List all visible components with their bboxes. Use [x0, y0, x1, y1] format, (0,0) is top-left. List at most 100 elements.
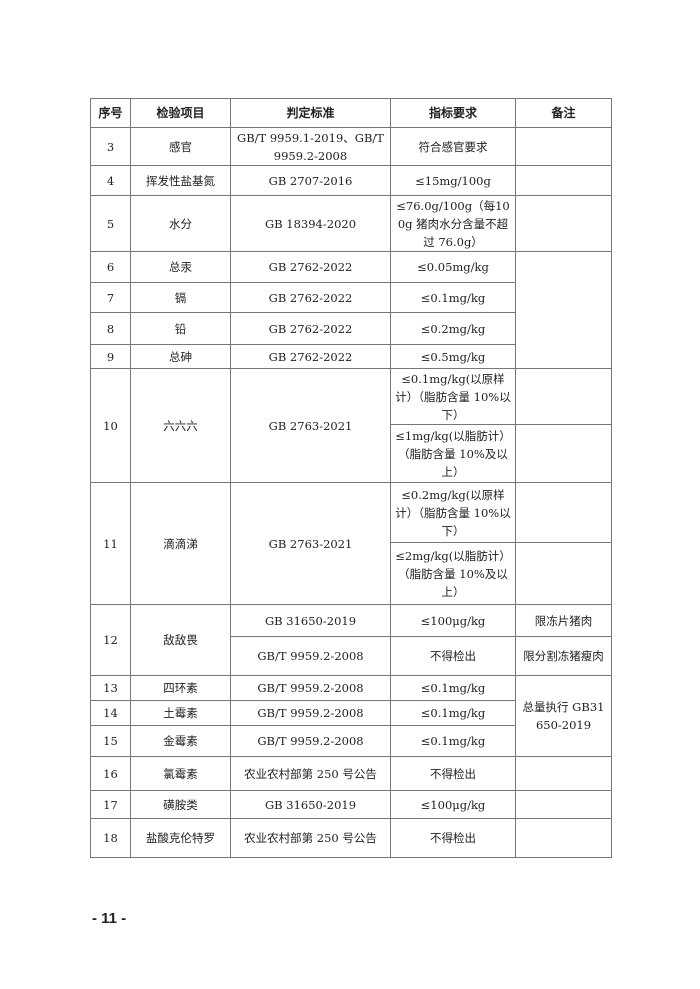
cell-requirement: ≤0.1mg/kg	[390, 282, 516, 313]
cell-standard: GB/T 9959.2-2008	[230, 675, 391, 701]
cell-remark	[515, 756, 612, 791]
table-row: 13 四环素 GB/T 9959.2-2008 ≤0.1mg/kg 总量执行 G…	[90, 675, 612, 757]
header-no: 序号	[90, 98, 131, 128]
cell-standard: GB 2707-2016	[230, 165, 391, 196]
cell-standard: GB/T 9959.1-2019、GB/T 9959.2-2008	[230, 127, 391, 166]
cell-standard: GB 2762-2022	[230, 312, 391, 345]
cell-no: 7	[90, 282, 131, 313]
cell-no: 10	[90, 368, 131, 483]
cell-remark: 总量执行 GB31650-2019	[515, 675, 612, 757]
cell-no: 13	[90, 675, 131, 701]
cell-remark: 限冻片猪肉	[515, 604, 612, 637]
cell-standard: GB 2762-2022	[230, 344, 391, 369]
table-row: 17 磺胺类 GB 31650-2019 ≤100μg/kg	[90, 790, 612, 819]
cell-standard: GB 2762-2022	[230, 282, 391, 313]
cell-item: 挥发性盐基氮	[130, 165, 231, 196]
cell-standard: 农业农村部第 250 号公告	[230, 818, 391, 858]
cell-requirement: ≤0.5mg/kg	[390, 344, 516, 369]
header-item: 检验项目	[130, 98, 231, 128]
cell-remark	[515, 542, 612, 605]
page-number: - 11 -	[92, 910, 127, 927]
cell-no: 9	[90, 344, 131, 369]
table-row: 11 滴滴涕 GB 2763-2021 ≤0.2mg/kg(以原样计）（脂肪含量…	[90, 482, 612, 605]
cell-item: 金霉素	[130, 725, 231, 757]
cell-remark	[515, 251, 612, 369]
table-row: 3 感官 GB/T 9959.1-2019、GB/T 9959.2-2008 符…	[90, 127, 612, 166]
cell-requirement: ≤0.1mg/kg	[390, 675, 516, 701]
cell-no: 4	[90, 165, 131, 196]
cell-requirement: ≤0.1mg/kg	[390, 700, 516, 726]
table-row: 8 铅 GB 2762-2022 ≤0.2mg/kg	[90, 312, 612, 345]
cell-item: 感官	[130, 127, 231, 166]
cell-item: 总砷	[130, 344, 231, 369]
cell-no: 3	[90, 127, 131, 166]
cell-standard: GB 31650-2019	[230, 790, 391, 819]
cell-remark	[515, 127, 612, 166]
cell-no: 5	[90, 195, 131, 252]
table-row: 4 挥发性盐基氮 GB 2707-2016 ≤15mg/100g	[90, 165, 612, 196]
cell-requirement: 不得检出	[390, 636, 516, 676]
header-requirement: 指标要求	[390, 98, 516, 128]
cell-standard: GB 31650-2019	[230, 604, 391, 637]
cell-requirement: ≤76.0g/100g（每100g 猪肉水分含量不超过 76.0g）	[390, 195, 516, 252]
table-row: ≤1mg/kg(以脂肪计）（脂肪含量 10%及以上）	[91, 424, 612, 483]
cell-item: 磺胺类	[130, 790, 231, 819]
cell-no: 11	[90, 482, 131, 605]
cell-item: 土霉素	[130, 700, 231, 726]
cell-remark	[515, 368, 612, 425]
cell-requirement: ≤1mg/kg(以脂肪计）（脂肪含量 10%及以上）	[390, 424, 516, 483]
cell-remark	[515, 790, 612, 819]
cell-remark	[515, 818, 612, 858]
cell-no: 14	[90, 700, 131, 726]
table-row: 10 六六六 GB 2763-2021 ≤0.1mg/kg(以原样计）（脂肪含量…	[90, 368, 612, 483]
cell-item: 水分	[130, 195, 231, 252]
table-row: 16 氯霉素 农业农村部第 250 号公告 不得检出	[90, 756, 612, 791]
cell-no: 6	[90, 251, 131, 283]
cell-requirement: ≤0.05mg/kg	[390, 251, 516, 283]
cell-requirement: ≤100μg/kg	[390, 790, 516, 819]
cell-requirement: 不得检出	[390, 756, 516, 791]
cell-requirement: ≤0.2mg/kg(以原样计）（脂肪含量 10%以下）	[390, 482, 516, 543]
cell-remark	[515, 424, 612, 483]
cell-requirement: ≤15mg/100g	[390, 165, 516, 196]
cell-item: 四环素	[130, 675, 231, 701]
cell-no: 12	[90, 604, 131, 676]
cell-remark	[515, 165, 612, 196]
table-row: 15 金霉素 GB/T 9959.2-2008 ≤0.1mg/kg	[90, 725, 612, 757]
table-row: 6 总汞 GB 2762-2022 ≤0.05mg/kg	[90, 251, 612, 369]
cell-item: 六六六	[130, 368, 231, 483]
cell-item: 氯霉素	[130, 756, 231, 791]
table-row: 18 盐酸克伦特罗 农业农村部第 250 号公告 不得检出	[90, 818, 612, 858]
cell-no: 17	[90, 790, 131, 819]
cell-no: 16	[90, 756, 131, 791]
table-row: 12 敌敌畏 GB 31650-2019 ≤100μg/kg 限冻片猪肉	[90, 604, 612, 676]
cell-item: 铅	[130, 312, 231, 345]
cell-standard: GB/T 9959.2-2008	[230, 636, 391, 676]
inspection-table: 序号 检验项目 判定标准 指标要求 备注 3 感官 GB/T 9959.1-20…	[90, 98, 612, 858]
table-row: GB/T 9959.2-2008 不得检出 限分割冻猪瘦肉	[91, 636, 612, 676]
cell-item: 滴滴涕	[130, 482, 231, 605]
header-standard: 判定标准	[230, 98, 391, 128]
cell-item: 镉	[130, 282, 231, 313]
cell-requirement: 符合感官要求	[390, 127, 516, 166]
cell-requirement: 不得检出	[390, 818, 516, 858]
cell-requirement: ≤2mg/kg(以脂肪计）（脂肪含量 10%及以上）	[390, 542, 516, 605]
cell-no: 8	[90, 312, 131, 345]
cell-standard: 农业农村部第 250 号公告	[230, 756, 391, 791]
cell-item: 敌敌畏	[130, 604, 231, 676]
cell-standard: GB 2763-2021	[230, 482, 391, 605]
table-row: ≤2mg/kg(以脂肪计）（脂肪含量 10%及以上）	[91, 542, 612, 605]
cell-no: 18	[90, 818, 131, 858]
cell-requirement: ≤100μg/kg	[390, 604, 516, 637]
table-row: 5 水分 GB 18394-2020 ≤76.0g/100g（每100g 猪肉水…	[90, 195, 612, 252]
header-remark: 备注	[515, 98, 612, 128]
cell-remark: 限分割冻猪瘦肉	[515, 636, 612, 676]
cell-standard: GB 2763-2021	[230, 368, 391, 483]
header-row: 序号 检验项目 判定标准 指标要求 备注	[90, 98, 612, 128]
cell-remark	[515, 482, 612, 543]
cell-item: 总汞	[130, 251, 231, 283]
cell-standard: GB/T 9959.2-2008	[230, 725, 391, 757]
cell-standard: GB/T 9959.2-2008	[230, 700, 391, 726]
cell-requirement: ≤0.1mg/kg(以原样计）（脂肪含量 10%以下）	[390, 368, 516, 425]
cell-standard: GB 2762-2022	[230, 251, 391, 283]
